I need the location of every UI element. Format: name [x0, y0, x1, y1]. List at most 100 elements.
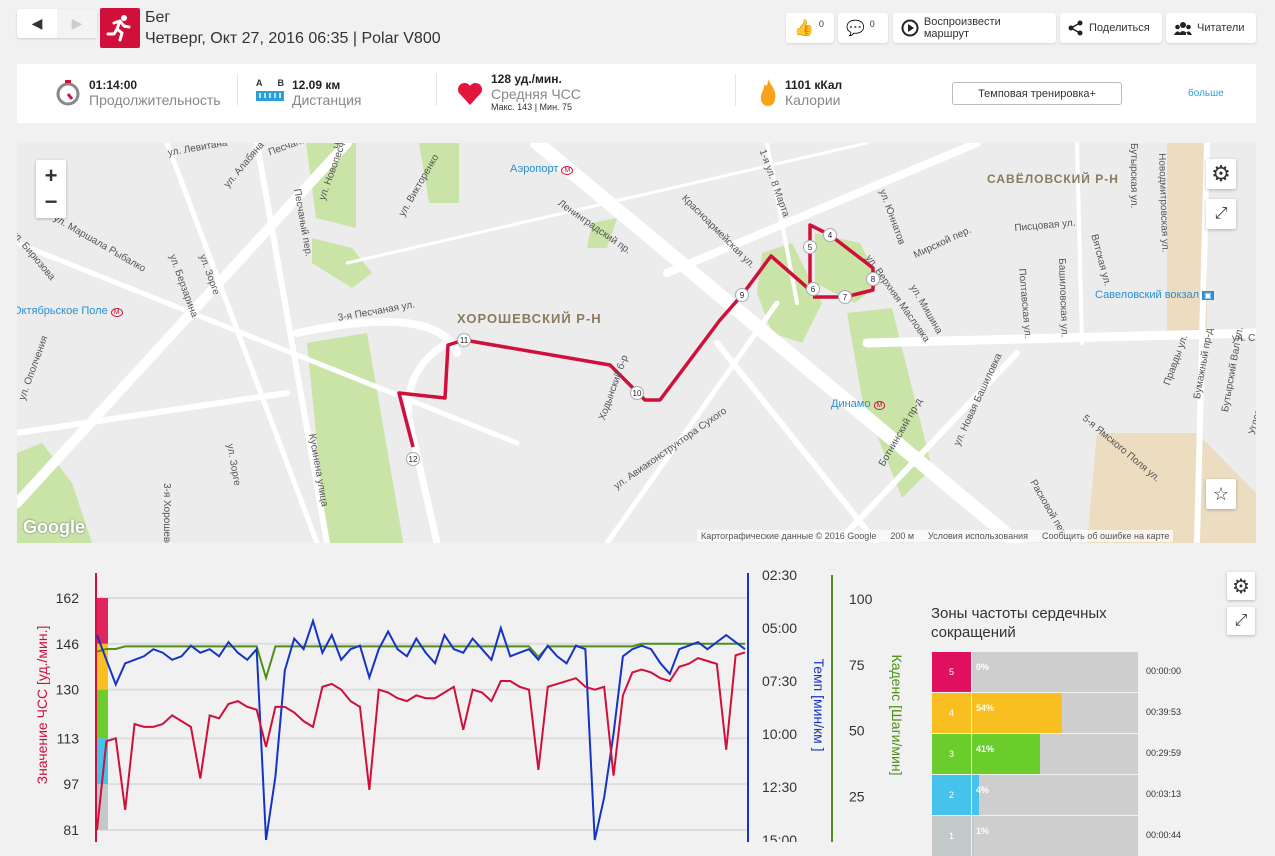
- map-footer: Картографические данные © 2016 Google 200…: [697, 530, 1174, 542]
- lap-marker[interactable]: 10: [630, 386, 644, 400]
- street-label: Бутырская ул.: [1128, 143, 1139, 209]
- metro-label: Динамо M: [831, 398, 886, 410]
- pace-tick: 10:00: [762, 726, 797, 742]
- cadence-axis-label: Каденс [Шаги/мин]: [889, 655, 905, 776]
- running-icon: [100, 8, 140, 48]
- zone-time: 00:00:44: [1146, 830, 1182, 840]
- hr-tick: 81: [63, 822, 79, 838]
- expand-icon: ⤢: [1234, 612, 1248, 629]
- cadence-tick: 50: [849, 723, 865, 739]
- zone-number: 5: [932, 652, 971, 692]
- lap-marker[interactable]: 4: [823, 228, 837, 242]
- terms-link[interactable]: Условия использования: [928, 531, 1028, 541]
- like-button[interactable]: 👍 0: [786, 13, 834, 43]
- pace-tick: 07:30: [762, 673, 797, 689]
- zone-row-5: 5 0% 00:00:00: [932, 652, 1181, 692]
- comment-icon: 💬: [846, 20, 865, 37]
- expand-icon: ⤢: [1214, 205, 1228, 222]
- cadence-tick: 75: [849, 657, 865, 673]
- metro-icon: M: [110, 308, 123, 317]
- zone-bar: 1%: [972, 816, 1138, 856]
- route-map[interactable]: ул. Левитана Песчаная ул. Алабяна ул. Марша…: [17, 143, 1256, 543]
- station-label: Савеловский вокзал ▣: [1095, 289, 1214, 301]
- map-fullscreen-button[interactable]: ⤢: [1206, 199, 1236, 229]
- lap-marker[interactable]: 9: [735, 288, 749, 302]
- report-link[interactable]: Сообщить об ошибке на карте: [1041, 531, 1170, 541]
- hr-zone-band: [96, 598, 108, 644]
- zone-bar: 41%: [972, 734, 1138, 774]
- next-button[interactable]: ▶: [57, 9, 97, 38]
- lap-marker[interactable]: 7: [838, 290, 852, 304]
- session-subtitle: Четверг, Окт 27, 2016 06:35 | Polar V800: [145, 30, 441, 47]
- metro-icon: M: [561, 166, 574, 175]
- zone-bar: 0%: [972, 652, 1138, 692]
- hr-tick: 146: [56, 636, 80, 652]
- pace-axis-label: Темп [мин/км ]: [811, 658, 827, 751]
- favorite-button[interactable]: ☆: [1206, 479, 1236, 509]
- star-icon: ☆: [1212, 483, 1230, 504]
- duration-stat: 01:14:00 Продолжительность: [55, 78, 221, 108]
- zone-percent: 41%: [976, 744, 995, 754]
- previous-button[interactable]: ◀: [31, 15, 43, 31]
- pace-tick: 15:00: [762, 832, 797, 842]
- heart-rate-stat: 128 уд./мин. Средняя ЧСС Макс. 143 | Мин.…: [457, 72, 581, 112]
- pace-series: [96, 617, 746, 841]
- zone-bar-fill: [972, 775, 979, 815]
- chart-fullscreen-button[interactable]: ⤢: [1227, 607, 1255, 635]
- zone-number: 3: [932, 734, 971, 774]
- share-button[interactable]: Поделиться: [1060, 13, 1162, 43]
- activity-nav: ◀ ▶: [17, 9, 97, 38]
- google-logo: Google: [23, 517, 85, 537]
- map-settings-button[interactable]: ⚙: [1206, 159, 1236, 189]
- zone-time: 00:29:59: [1146, 748, 1182, 758]
- hr-tick: 97: [63, 776, 79, 792]
- ruler-icon: [256, 91, 284, 101]
- metro-label: Октябрьское Поле M: [17, 305, 123, 317]
- training-program-button[interactable]: Темповая тренировка+: [952, 82, 1122, 105]
- map-tiles: [17, 143, 1256, 543]
- calories-stat: 1101 кКал Калории: [759, 78, 842, 108]
- lap-marker[interactable]: 5: [803, 240, 817, 254]
- zone-bar-fill: [972, 693, 1062, 733]
- play-icon: [901, 19, 919, 37]
- zone-number: 4: [932, 693, 971, 733]
- metro-icon: M: [873, 401, 886, 410]
- district-label: ХОРОШЕВСКИЙ Р-Н: [457, 311, 602, 326]
- street-label: ул. С: [1232, 333, 1256, 344]
- cadence-tick: 100: [849, 591, 873, 607]
- zone-percent: 1%: [976, 826, 990, 836]
- zone-time: 00:00:00: [1146, 666, 1182, 676]
- zone-row-3: 3 41% 00:29:59: [932, 734, 1181, 774]
- train-icon: ▣: [1202, 291, 1214, 300]
- zone-row-4: 4 54% 00:39:53: [932, 693, 1181, 733]
- lap-marker[interactable]: 8: [866, 272, 880, 286]
- hr-tick: 113: [57, 730, 80, 746]
- zone-percent: 54%: [976, 703, 995, 713]
- replay-route-button[interactable]: Воспроизвести маршрут: [893, 13, 1056, 43]
- zoom-controls: + −: [36, 160, 66, 218]
- followers-icon: [1174, 22, 1192, 35]
- zoom-out-button[interactable]: −: [44, 189, 58, 214]
- chart-settings-button[interactable]: ⚙: [1227, 572, 1255, 600]
- gear-icon: ⚙: [1232, 575, 1250, 598]
- zone-number: 1: [932, 816, 971, 856]
- zone-row-1: 1 1% 00:00:44: [932, 816, 1181, 856]
- metro-label: Аэропорт M: [510, 163, 574, 175]
- lap-marker[interactable]: 6: [806, 282, 820, 296]
- followers-button[interactable]: Читатели: [1166, 13, 1256, 43]
- hr-series: [96, 651, 746, 831]
- route-line: [397, 223, 875, 448]
- district-label: САВЁЛОВСКИЙ Р-Н: [987, 172, 1119, 186]
- stopwatch-icon: [56, 80, 80, 106]
- zone-percent: 0%: [976, 662, 990, 672]
- pace-tick: 12:30: [762, 779, 797, 795]
- sport-title: Бег: [145, 9, 171, 26]
- lap-marker[interactable]: 11: [457, 333, 471, 347]
- street-label: 3-я Хорошевская: [161, 483, 172, 543]
- lap-marker[interactable]: 12: [406, 452, 420, 466]
- zoom-in-button[interactable]: +: [44, 163, 58, 188]
- comment-button[interactable]: 💬 0: [838, 13, 888, 43]
- more-link[interactable]: больше: [1188, 88, 1224, 99]
- hr-axis-label: Значение ЧСС [уд./мин.]: [34, 626, 50, 785]
